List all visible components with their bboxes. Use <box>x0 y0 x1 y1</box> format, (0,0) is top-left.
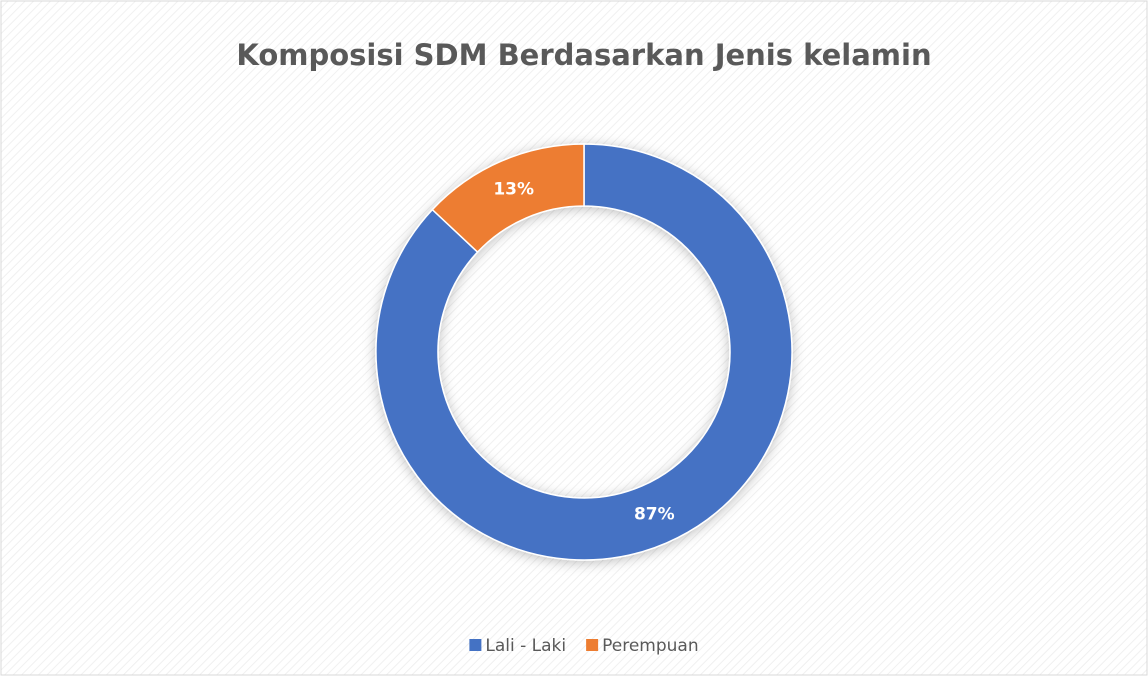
legend-swatch <box>586 639 599 651</box>
labels: 87% 13% <box>493 180 674 525</box>
legend-label: Lali - Laki <box>485 636 566 656</box>
chart-title: Komposisi SDM Berdasarkan Jenis kelamin <box>236 38 931 72</box>
data-label: 87% <box>634 504 675 524</box>
data-label: 13% <box>493 180 534 200</box>
donut-segment <box>431 143 585 254</box>
legend-swatch <box>469 639 482 651</box>
legend-label: Perempuan <box>602 636 699 656</box>
donut <box>375 143 793 561</box>
legend: Lali - Laki Perempuan <box>469 636 699 656</box>
donut-segment <box>375 143 793 561</box>
